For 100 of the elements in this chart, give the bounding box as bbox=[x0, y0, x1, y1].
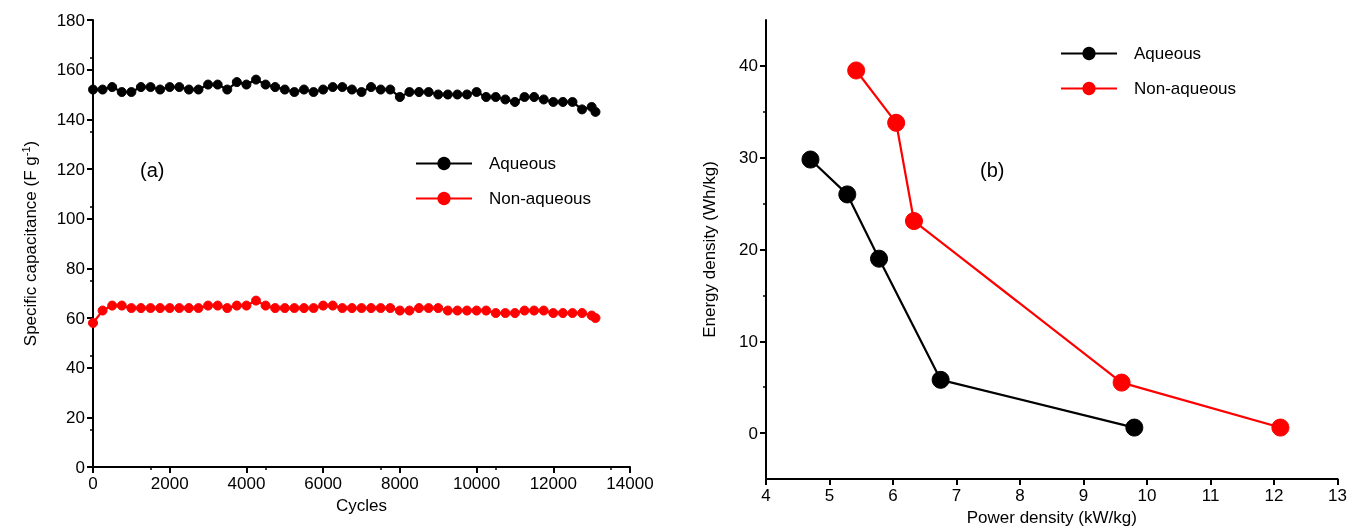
point bbox=[298, 303, 309, 314]
annotation: (b) bbox=[980, 159, 1005, 181]
point bbox=[423, 303, 434, 314]
point bbox=[461, 305, 472, 316]
point bbox=[251, 295, 262, 306]
point bbox=[251, 74, 262, 85]
point bbox=[838, 185, 857, 204]
point bbox=[126, 303, 137, 314]
y-tick-label: 10 bbox=[739, 331, 758, 351]
point bbox=[366, 82, 377, 93]
point bbox=[183, 303, 194, 314]
point bbox=[231, 77, 242, 88]
y-tick-label: 40 bbox=[66, 358, 85, 378]
x-tick-label: 4000 bbox=[227, 474, 266, 493]
point bbox=[241, 79, 252, 90]
point bbox=[135, 303, 146, 314]
legend-label: Non-aqueous bbox=[489, 189, 592, 208]
point bbox=[222, 303, 233, 314]
point bbox=[337, 82, 348, 93]
y-tick-label: 160 bbox=[56, 60, 85, 80]
point bbox=[548, 96, 559, 107]
y-tick-label: 80 bbox=[66, 258, 85, 278]
point bbox=[577, 104, 588, 115]
point bbox=[318, 84, 329, 95]
point bbox=[577, 308, 588, 319]
point bbox=[452, 89, 463, 100]
y-tick-label: 20 bbox=[739, 240, 758, 259]
point bbox=[509, 308, 520, 319]
point bbox=[212, 79, 223, 90]
point bbox=[801, 150, 820, 169]
point bbox=[931, 370, 950, 389]
point bbox=[107, 82, 118, 93]
point bbox=[346, 84, 357, 95]
point bbox=[337, 303, 348, 314]
point bbox=[481, 91, 492, 102]
point bbox=[270, 82, 281, 93]
legend-label: Aqueous bbox=[1134, 44, 1202, 63]
point bbox=[404, 87, 415, 98]
point bbox=[433, 89, 444, 100]
point bbox=[452, 305, 463, 316]
legend-label: Aqueous bbox=[489, 154, 557, 173]
point bbox=[260, 79, 271, 90]
point bbox=[270, 303, 281, 314]
x-axis-title: Cycles bbox=[335, 496, 388, 515]
point bbox=[308, 303, 319, 314]
point bbox=[88, 317, 98, 328]
point bbox=[519, 91, 530, 102]
point bbox=[471, 87, 482, 98]
point bbox=[116, 87, 127, 98]
x-tick-label: 0 bbox=[88, 474, 98, 493]
point bbox=[442, 89, 453, 100]
point bbox=[414, 303, 425, 314]
point bbox=[155, 303, 166, 314]
annotation: (a) bbox=[140, 159, 165, 181]
point bbox=[346, 303, 357, 314]
x-tick-label: 11 bbox=[1201, 486, 1220, 505]
point bbox=[116, 300, 127, 311]
point bbox=[471, 305, 482, 316]
point bbox=[356, 87, 367, 98]
point bbox=[1125, 418, 1144, 437]
y-tick-label: 140 bbox=[56, 109, 85, 129]
x-tick-label: 12 bbox=[1264, 486, 1284, 505]
x-tick-label: 7 bbox=[951, 486, 962, 505]
y-axis-title: Energy density (Wh/kg) bbox=[700, 161, 719, 338]
point bbox=[222, 84, 233, 95]
legend-label: Non-aqueous bbox=[1134, 79, 1237, 98]
point bbox=[529, 91, 540, 102]
point bbox=[327, 300, 338, 311]
point bbox=[538, 305, 549, 316]
point bbox=[183, 84, 194, 95]
point bbox=[193, 303, 204, 314]
point bbox=[164, 303, 175, 314]
point bbox=[557, 308, 568, 319]
point bbox=[145, 82, 156, 93]
x-tick-label: 2000 bbox=[150, 474, 189, 493]
y-tick-label: 0 bbox=[748, 423, 758, 443]
y-tick-label: 100 bbox=[56, 209, 85, 229]
point bbox=[442, 305, 453, 316]
point bbox=[557, 96, 568, 107]
point bbox=[203, 300, 214, 311]
point bbox=[279, 84, 290, 95]
point bbox=[289, 87, 300, 98]
y-tick-label: 180 bbox=[56, 10, 85, 30]
x-tick-label: 8 bbox=[1015, 486, 1025, 505]
point bbox=[212, 300, 223, 311]
x-tick-label: 6 bbox=[888, 486, 898, 505]
point bbox=[289, 303, 300, 314]
point bbox=[375, 84, 386, 95]
point bbox=[433, 303, 444, 314]
point bbox=[375, 303, 386, 314]
point bbox=[423, 87, 434, 98]
point bbox=[260, 300, 271, 311]
y-tick-label: 120 bbox=[56, 159, 85, 179]
point bbox=[203, 79, 214, 90]
point bbox=[126, 87, 137, 98]
point bbox=[164, 82, 175, 93]
point bbox=[887, 113, 906, 132]
point bbox=[135, 82, 146, 93]
point bbox=[231, 300, 242, 311]
point bbox=[394, 91, 405, 102]
